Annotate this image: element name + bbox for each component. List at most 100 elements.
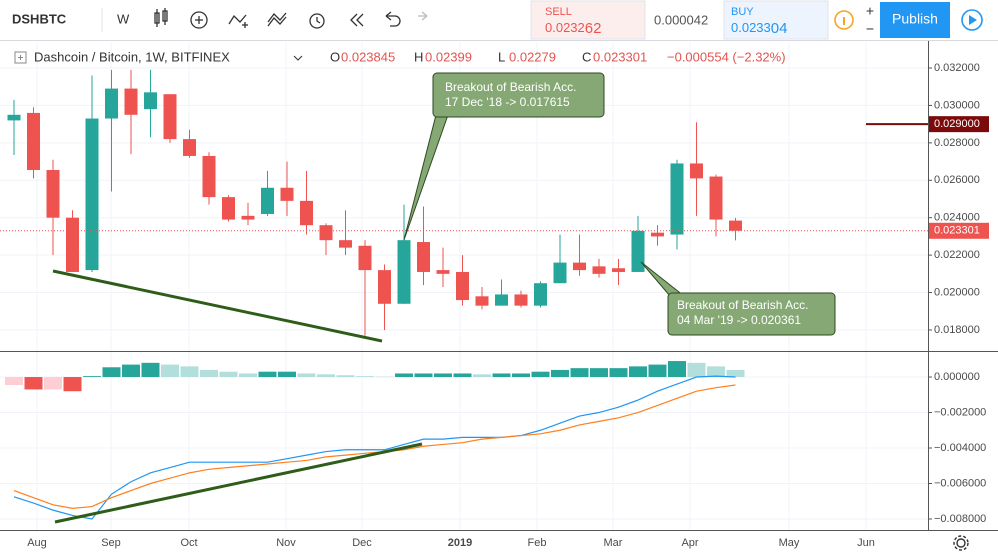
buy-price: 0.023304 [731, 20, 787, 37]
candle-body [222, 197, 235, 220]
buy-pips: 04 [771, 20, 788, 37]
candle-body [280, 187, 294, 201]
histogram-bar [317, 374, 335, 378]
info-icon[interactable] [834, 10, 854, 30]
histogram-bar [551, 369, 569, 378]
macd-line [13, 375, 736, 520]
candle-body [358, 245, 372, 271]
legend-chevron[interactable] [293, 55, 303, 61]
candle-body [7, 114, 21, 121]
y-tick-label: −0.008000 [934, 513, 986, 525]
legend-title: Dashcoin / Bitcoin, 1W, BITFINEX [34, 49, 230, 64]
candle-body [417, 242, 430, 272]
histogram-bar [531, 371, 550, 378]
minus-button[interactable]: − [866, 21, 874, 37]
histogram-bar [375, 376, 394, 378]
spread: 0.000042 [654, 12, 708, 27]
y-tick-label: 0.022000 [934, 249, 980, 261]
ohlc-value: 0.02279 [509, 49, 556, 64]
histogram-bar [395, 373, 413, 378]
candle-body [27, 112, 40, 170]
callout-text: 17 Dec '18 -> 0.017615 [445, 95, 570, 109]
sell-price: 0.023262 [545, 20, 601, 37]
time-label: 2019 [448, 537, 472, 549]
candle-body [46, 169, 60, 218]
histogram-bar [473, 374, 491, 378]
candle-body [300, 200, 313, 226]
time-label: Nov [276, 537, 296, 549]
y-tick-label: −0.002000 [934, 406, 986, 418]
histogram-bar [44, 377, 62, 390]
candle-body [475, 296, 489, 306]
ohlc-label: O [330, 49, 340, 64]
candle-body [66, 217, 79, 272]
macd-line [13, 384, 736, 509]
callout-box [667, 292, 836, 336]
candle-body [261, 187, 274, 214]
histogram-bar [668, 361, 686, 378]
candle-body [124, 88, 138, 115]
toolbar-icons[interactable] [154, 8, 428, 29]
legend-toggle[interactable] [14, 51, 27, 64]
settings-icon[interactable] [953, 535, 969, 551]
histogram-bar [356, 376, 374, 378]
histogram-bar [122, 364, 140, 378]
histogram-bar [5, 377, 23, 386]
histogram-bar [414, 373, 433, 378]
y-tick-label: 0.028000 [934, 137, 980, 149]
publish-button[interactable] [880, 2, 950, 38]
time-label: Sep [101, 537, 121, 549]
ohlc-value: 0.02399 [425, 49, 472, 64]
plus-button[interactable]: + [866, 3, 874, 19]
callout-text: Breakout of Bearish Acc. [445, 80, 576, 94]
time-label: Mar [604, 537, 623, 549]
candle-body [163, 94, 177, 140]
histogram-bar [239, 373, 257, 378]
candle-body [144, 92, 157, 110]
histogram-bar [141, 362, 160, 378]
candle-body [105, 88, 118, 119]
candle-body [85, 118, 99, 271]
callout-text: 04 Mar '19 -> 0.020361 [677, 313, 801, 327]
candle-body [631, 230, 645, 272]
current-price-label: 0.023301 [934, 225, 980, 237]
histogram-bar [512, 373, 530, 378]
candle-body [651, 232, 664, 237]
ohlc-label: C [582, 49, 591, 64]
time-label: Aug [27, 537, 47, 549]
histogram-bar [336, 375, 355, 378]
y-tick-label: 0.018000 [934, 324, 980, 336]
histogram-bar [707, 366, 725, 378]
candle-body [573, 262, 586, 271]
histogram-bar [258, 371, 277, 378]
callout-box [432, 72, 605, 118]
candle-body [436, 270, 450, 274]
candle-body [690, 163, 703, 179]
y-tick-label: −0.006000 [934, 477, 986, 489]
y-tick-label: 0.026000 [934, 174, 980, 186]
interval[interactable]: W [117, 11, 130, 26]
candle-body [592, 266, 606, 274]
play-icon [969, 15, 977, 25]
time-label: Apr [681, 537, 698, 549]
histogram-bar [63, 377, 82, 392]
histogram-bar [219, 371, 238, 378]
symbol[interactable]: DSHBTC [12, 11, 67, 26]
candle-body [670, 163, 684, 235]
sell-box[interactable] [530, 0, 646, 40]
y-tick-label: 0.000000 [934, 371, 980, 383]
buy-box[interactable] [723, 0, 829, 40]
candle-body [397, 240, 411, 304]
marker-label: 0.029000 [934, 118, 980, 130]
histogram-bar [726, 369, 745, 378]
time-label: Dec [352, 537, 372, 549]
candle-body [241, 215, 255, 220]
candle-body [612, 268, 625, 272]
play-button[interactable] [961, 9, 983, 31]
ohlc-change: −0.000554 (−2.32%) [667, 49, 786, 64]
current-price-box [929, 222, 989, 239]
y-tick-label: 0.032000 [934, 62, 980, 74]
candle-body [183, 139, 196, 156]
histogram-bar [297, 373, 316, 378]
